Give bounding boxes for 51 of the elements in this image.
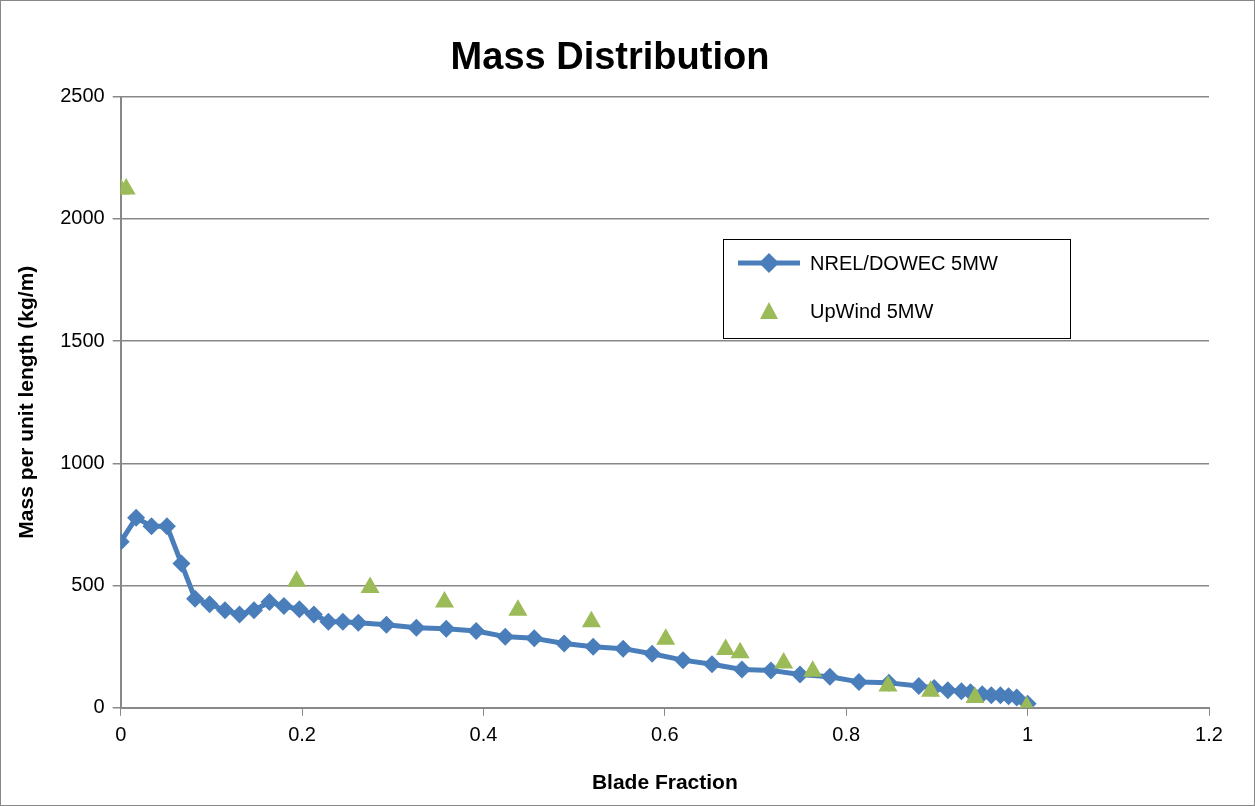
- point: [127, 508, 146, 527]
- point: [614, 639, 633, 658]
- x-tick-label: 1.2: [1195, 723, 1223, 746]
- point: [790, 665, 809, 684]
- point: [673, 651, 692, 670]
- point: [820, 667, 839, 686]
- point: [643, 644, 662, 663]
- point: [274, 597, 293, 616]
- x-tick-label: 1: [1022, 723, 1034, 746]
- point: [290, 600, 309, 619]
- point: [703, 655, 722, 674]
- point: [849, 672, 868, 691]
- y-tick-label: 0: [93, 695, 105, 718]
- y-tick-label: 2500: [60, 84, 105, 107]
- point: [349, 613, 368, 632]
- y-axis-title: Mass per unit length (kg/m): [14, 265, 38, 539]
- x-tick-label: 0: [115, 723, 127, 746]
- legend-label: UpWind 5MW: [810, 299, 934, 323]
- x-tick-label: 0.2: [288, 723, 316, 746]
- y-tick-label: 500: [71, 573, 105, 596]
- point: [938, 681, 957, 700]
- point: [230, 605, 249, 624]
- point: [909, 677, 928, 696]
- point: [525, 629, 544, 648]
- point: [319, 612, 338, 631]
- point: [732, 660, 751, 679]
- point: [215, 601, 234, 620]
- point: [584, 637, 603, 656]
- point: [555, 634, 574, 653]
- x-tick-label: 0.8: [832, 723, 861, 746]
- x-axis-title: Blade Fraction: [591, 770, 738, 794]
- legend-label: NREL/DOWEC 5MW: [810, 251, 998, 275]
- point: [496, 627, 515, 646]
- point: [437, 619, 456, 638]
- point: [761, 661, 780, 680]
- x-tick-label: 0.4: [469, 723, 498, 746]
- point: [304, 605, 323, 624]
- point: [186, 589, 205, 608]
- point: [377, 615, 396, 634]
- point: [245, 601, 264, 620]
- y-tick-label: 1500: [60, 328, 105, 351]
- point: [200, 595, 219, 614]
- x-tick-label: 0.6: [650, 723, 679, 746]
- chart-title: Mass Distribution: [450, 35, 770, 78]
- y-tick-label: 1000: [60, 450, 105, 473]
- point: [172, 554, 191, 573]
- point: [467, 622, 486, 641]
- point: [407, 618, 426, 637]
- point: [142, 517, 161, 536]
- point: [260, 592, 279, 611]
- y-tick-label: 2000: [60, 206, 105, 229]
